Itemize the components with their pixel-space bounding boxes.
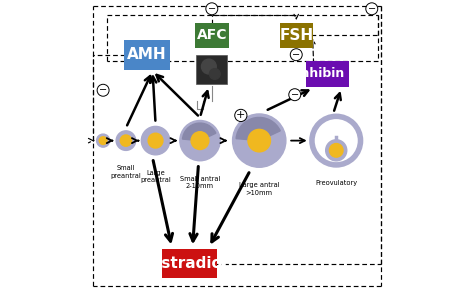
Wedge shape xyxy=(182,123,216,141)
Text: Preovulatory: Preovulatory xyxy=(315,180,357,186)
Circle shape xyxy=(312,116,361,165)
Text: −: − xyxy=(368,4,376,14)
FancyBboxPatch shape xyxy=(306,61,349,86)
Text: Estradiol: Estradiol xyxy=(152,256,228,271)
Text: −: − xyxy=(292,50,301,60)
Circle shape xyxy=(233,114,286,167)
Circle shape xyxy=(99,137,107,144)
Text: Small
preantral: Small preantral xyxy=(110,165,141,179)
Text: FSH: FSH xyxy=(279,28,313,43)
FancyBboxPatch shape xyxy=(195,23,229,48)
Circle shape xyxy=(148,133,163,148)
Text: Large
preantral: Large preantral xyxy=(140,170,171,183)
Text: −: − xyxy=(99,85,107,95)
Text: AMH: AMH xyxy=(127,47,166,62)
FancyBboxPatch shape xyxy=(196,55,228,84)
Text: +: + xyxy=(236,110,246,120)
Circle shape xyxy=(201,59,216,74)
Text: −: − xyxy=(208,4,216,14)
Circle shape xyxy=(180,120,220,161)
FancyBboxPatch shape xyxy=(162,249,217,278)
Circle shape xyxy=(191,132,209,150)
FancyBboxPatch shape xyxy=(124,40,170,70)
Circle shape xyxy=(120,135,132,146)
Circle shape xyxy=(97,134,109,147)
Circle shape xyxy=(141,126,170,155)
Circle shape xyxy=(326,140,347,161)
Text: Large antral
>10mm: Large antral >10mm xyxy=(239,182,280,196)
Text: Small antral
2-10mm: Small antral 2-10mm xyxy=(180,176,220,189)
FancyBboxPatch shape xyxy=(280,23,312,48)
Text: Inhibin B: Inhibin B xyxy=(296,68,358,80)
Circle shape xyxy=(210,69,220,79)
Circle shape xyxy=(116,131,136,150)
Circle shape xyxy=(248,129,271,152)
Wedge shape xyxy=(236,118,280,141)
Text: AFC: AFC xyxy=(197,28,227,42)
Text: −: − xyxy=(291,90,299,100)
Circle shape xyxy=(329,144,343,157)
